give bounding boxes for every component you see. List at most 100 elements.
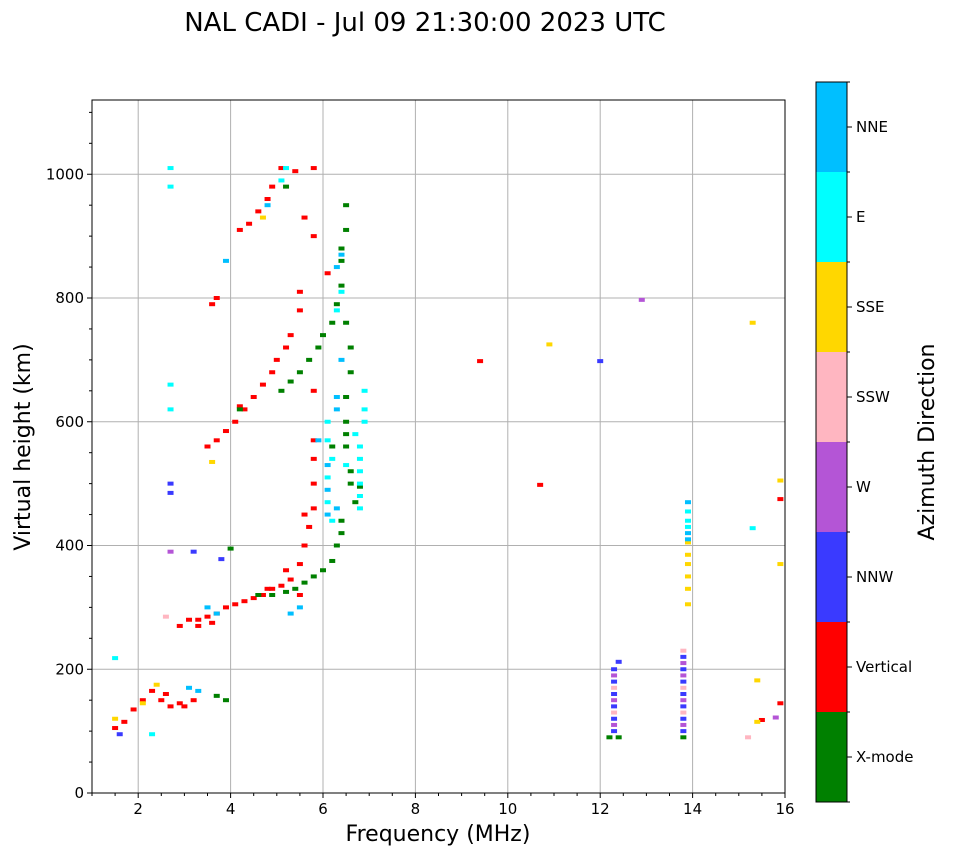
data-point [204,605,211,610]
data-point [149,688,156,693]
data-point [167,490,174,495]
data-point [338,246,345,251]
data-point [218,557,225,562]
data-point [356,494,363,498]
data-point [680,679,687,684]
data-point [324,487,331,492]
data-point [324,500,331,505]
data-point [611,729,618,734]
data-point [167,481,174,486]
data-point [680,722,687,727]
series-vertical [112,166,784,731]
data-point [310,234,317,239]
data-point [615,735,622,740]
colorbar-segment [816,352,847,442]
data-point [638,297,645,302]
data-point [611,679,618,684]
data-point [347,345,354,350]
x-axis-label: Frequency (MHz) [346,822,531,847]
data-point [361,419,368,424]
data-point [310,574,317,579]
data-point [278,166,285,171]
data-point [278,583,285,588]
data-point [259,215,266,220]
data-point [236,407,243,412]
data-point [227,546,234,551]
data-point [537,482,544,487]
data-point [546,342,553,347]
data-point [615,659,622,664]
data-point [356,484,363,489]
data-point [283,166,290,171]
data-point [777,562,784,567]
y-tick-label: 200 [55,660,84,678]
data-point [310,506,317,511]
data-point [611,685,618,690]
data-point [121,719,128,724]
data-point [310,481,317,486]
data-point [269,593,276,597]
colorbar-label-w: W [856,478,871,496]
data-point [684,574,691,579]
data-point [597,359,604,364]
data-point [324,475,331,480]
data-point [255,593,262,597]
data-point [153,682,160,687]
data-point [112,726,119,731]
data-point [329,558,336,563]
data-point [680,661,687,666]
data-point [167,549,174,554]
data-point [611,722,618,727]
data-point [320,568,326,573]
data-point [167,184,174,189]
data-point [338,252,345,257]
data-point [296,289,303,294]
data-point [611,710,618,715]
data-point [139,698,146,703]
y-tick-label: 1000 [46,165,84,183]
data-point [204,444,211,449]
data-point [356,469,363,474]
data-point [213,693,220,698]
data-point [338,518,345,523]
x-tick-label: 14 [683,800,702,818]
data-point [684,602,691,607]
data-point [264,203,271,208]
x-tick-label: 8 [411,800,421,818]
data-point [213,611,220,616]
data-point [246,221,253,226]
data-point [329,456,336,461]
data-point [296,593,303,597]
series-nne [186,203,691,693]
data-point [283,345,290,350]
data-point [343,444,350,449]
data-point [273,357,280,362]
data-point [283,184,290,189]
data-point [222,429,229,434]
y-tick-label: 800 [55,289,84,307]
data-point [112,716,119,721]
colorbar-label-nnw: NNW [856,568,893,586]
data-point [611,667,618,672]
data-point [343,227,350,232]
data-point [324,438,331,443]
data-point [167,382,174,387]
data-point [195,617,202,622]
data-point [333,265,340,270]
colorbar-segment [816,442,847,532]
data-point [611,716,618,721]
data-point [356,444,363,449]
colorbar-label-nne: NNE [856,118,888,136]
data-point [333,302,340,307]
data-point [204,614,211,619]
data-point [680,710,687,715]
data-point [287,379,294,384]
data-point [684,552,691,557]
data-point [222,698,229,703]
colorbar-label-e: E [856,208,865,226]
colorbar-label-ssw: SSW [856,388,890,406]
data-point [680,673,687,678]
x-tick-label: 4 [226,800,236,818]
data-point [209,620,216,625]
data-point [301,543,308,548]
